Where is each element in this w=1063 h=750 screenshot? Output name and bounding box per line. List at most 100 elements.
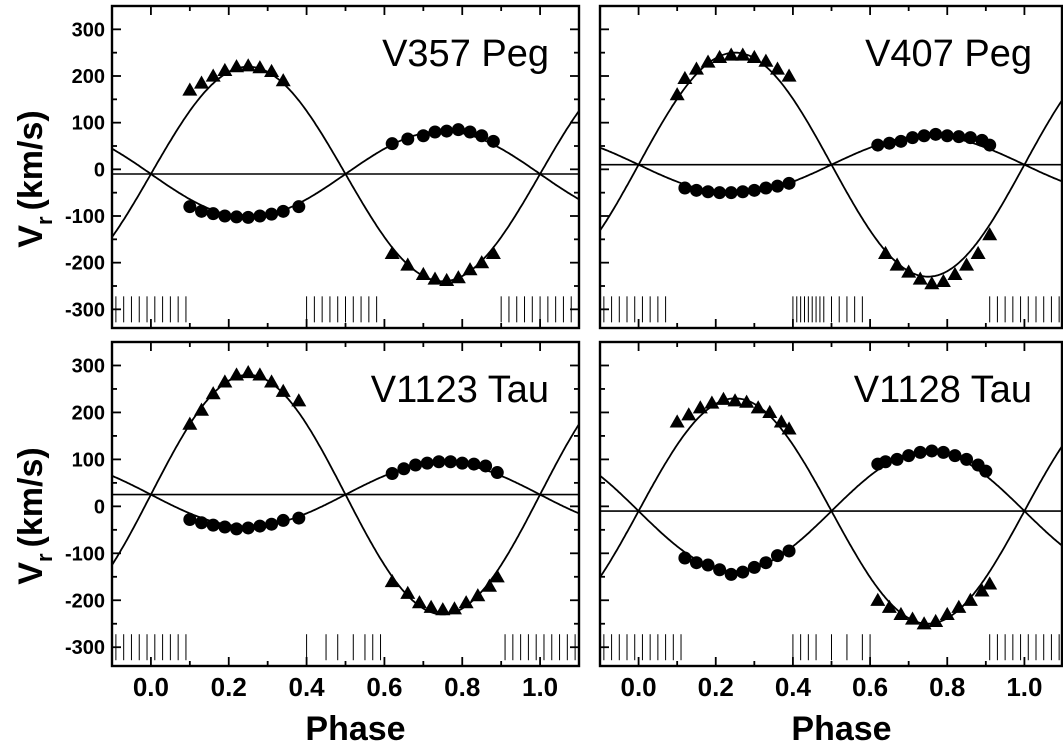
secondary-star-point <box>689 183 703 197</box>
y-tick-label: 0 <box>94 159 105 181</box>
x-tick-label: 0.2 <box>698 672 734 702</box>
primary-star-point <box>182 82 198 96</box>
y-axis-label: Vr (km/s) <box>12 110 57 247</box>
primary-star-point <box>700 54 716 68</box>
secondary-star-point <box>678 551 692 565</box>
secondary-star-point <box>736 565 750 579</box>
primary-star-point <box>252 367 268 381</box>
secondary-star-point <box>906 131 920 145</box>
panel-title: V407 Peg <box>865 33 1032 75</box>
x-tick-label: 1.0 <box>1006 672 1042 702</box>
primary-star-point <box>489 569 505 583</box>
secondary-star-point <box>475 129 489 143</box>
secondary-star-point <box>678 181 692 195</box>
y-tick-label: -200 <box>65 253 105 275</box>
primary-star-point <box>217 374 233 388</box>
primary-star-point <box>264 63 280 77</box>
primary-star-point <box>982 576 998 590</box>
secondary-star-point <box>486 134 500 148</box>
panel-title: V1123 Tau <box>371 369 549 411</box>
primary-star-point <box>229 367 245 381</box>
primary-star-point <box>878 245 894 259</box>
primary-star-point <box>959 257 975 271</box>
secondary-star-point <box>902 449 916 463</box>
secondary-star-point <box>218 209 232 223</box>
secondary-star-point <box>782 544 796 558</box>
primary-star-point <box>681 407 697 421</box>
secondary-star-point <box>936 445 950 459</box>
secondary-star-point <box>230 522 244 536</box>
primary-star-point <box>411 595 427 609</box>
secondary-star-point <box>879 455 893 469</box>
primary-star-point <box>182 416 198 430</box>
secondary-star-point <box>416 129 430 143</box>
chart-panel-2: V407 Peg <box>598 4 1063 330</box>
y-tick-label: -200 <box>65 590 105 612</box>
secondary-star-point <box>890 452 904 466</box>
secondary-star-point <box>701 185 715 199</box>
secondary-star-point <box>241 521 255 535</box>
primary-star-point <box>974 583 990 597</box>
plot-area <box>112 365 579 661</box>
primary-star-point <box>723 47 739 61</box>
primary-star-point <box>427 271 443 285</box>
secondary-star-point <box>428 125 442 139</box>
primary-star-point <box>924 276 940 290</box>
secondary-star-point <box>467 457 481 471</box>
secondary-star-point <box>770 179 784 193</box>
primary-star-point <box>704 395 720 409</box>
primary-star-point <box>252 60 268 74</box>
secondary-star-point <box>397 462 411 476</box>
secondary-star-point <box>983 138 997 152</box>
y-tick-label: 200 <box>72 66 105 88</box>
secondary-star-point <box>183 200 197 214</box>
x-axis-label: Phase <box>305 710 405 745</box>
primary-star-point <box>781 421 797 435</box>
secondary-star-point <box>925 444 939 458</box>
secondary-star-point <box>894 134 908 148</box>
secondary-star-point <box>689 556 703 570</box>
primary-star-point <box>194 75 210 89</box>
secondary-star-point <box>385 466 399 480</box>
secondary-star-point <box>206 207 220 221</box>
secondary-star-point <box>479 459 493 473</box>
primary-star-point <box>240 58 256 72</box>
secondary-star-point <box>432 455 446 469</box>
secondary-star-point <box>218 520 232 534</box>
plot-area <box>600 47 1062 323</box>
y-tick-label: -300 <box>65 299 105 321</box>
y-tick-label: 0 <box>94 496 105 518</box>
secondary-star-point <box>265 517 279 531</box>
primary-star-point <box>229 59 245 73</box>
primary-star-point <box>750 400 766 414</box>
primary-star-point <box>735 47 751 61</box>
secondary-star-point <box>759 181 773 195</box>
primary-star-point <box>727 393 743 407</box>
secondary-star-point <box>963 131 977 145</box>
primary-star-point <box>275 383 291 397</box>
x-tick-label: 0.6 <box>852 672 888 702</box>
secondary-star-point <box>913 445 927 459</box>
plot-area <box>112 58 579 323</box>
primary-star-point <box>773 414 789 428</box>
primary-star-point <box>889 257 905 271</box>
secondary-star-point <box>782 176 796 190</box>
y-tick-label: 100 <box>72 113 105 135</box>
secondary-star-point <box>385 137 399 151</box>
primary-star-point <box>450 270 466 284</box>
primary-star-point <box>901 264 917 278</box>
primary-star-point <box>415 266 431 280</box>
secondary-star-point <box>276 204 290 218</box>
plot-area <box>600 391 1062 661</box>
primary-star-point <box>982 227 998 241</box>
secondary-star-point <box>451 123 465 137</box>
chart-panel-4: 0.0 0.2 0.4 0.6 0.8 1.0 Phase V1128 Tau <box>598 340 1063 748</box>
primary-star-point <box>893 606 909 620</box>
secondary-star-point <box>401 132 415 146</box>
y-axis-label-unit: (km/s) <box>12 447 50 547</box>
primary-star-point <box>435 602 451 616</box>
secondary-star-point <box>724 186 738 200</box>
panel-title: V1128 Tau <box>854 369 1032 411</box>
secondary-star-point <box>444 455 458 469</box>
